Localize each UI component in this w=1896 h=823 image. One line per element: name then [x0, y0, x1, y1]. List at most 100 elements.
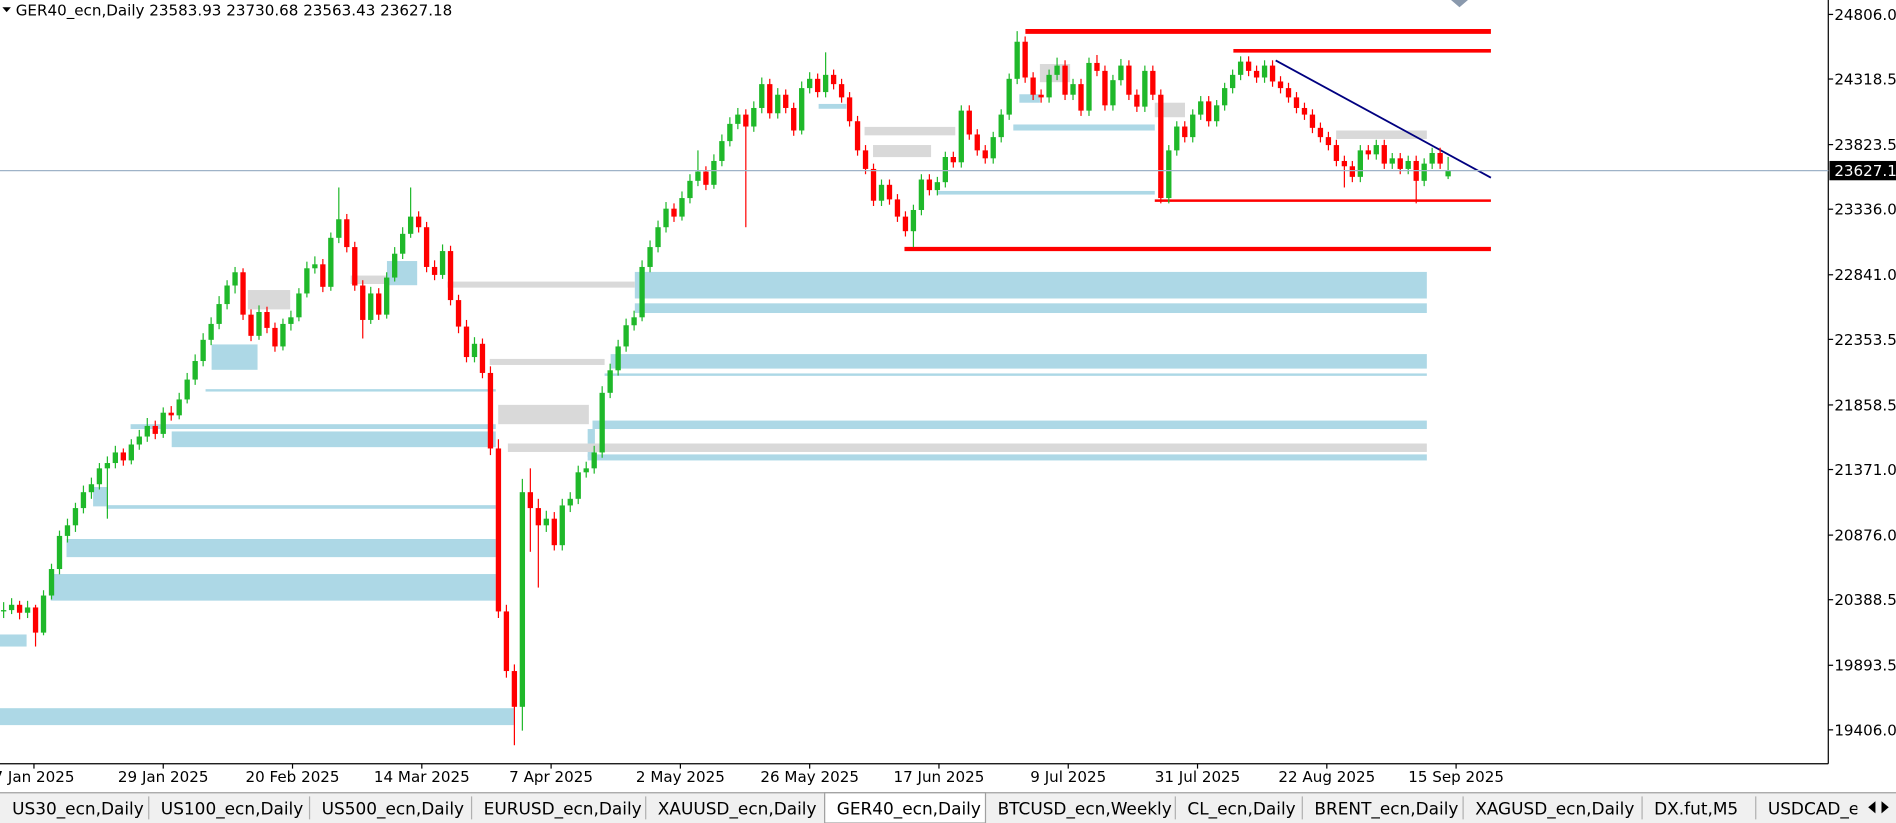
supply-zones	[247, 64, 1427, 452]
candle-body	[926, 179, 933, 191]
open: 23583.93	[149, 2, 221, 20]
x-tick-label: 17 Jun 2025	[893, 768, 984, 786]
candle-body	[487, 372, 494, 449]
chart-header: GER40_ecn,Daily 23583.93 23730.68 23563.…	[16, 2, 453, 21]
candle-body	[1102, 70, 1108, 106]
candle-body	[751, 107, 757, 127]
candle-body	[687, 180, 693, 199]
candle-body	[1038, 94, 1044, 98]
candle-body	[40, 595, 47, 633]
candle-body	[1078, 84, 1084, 111]
candle-body	[136, 436, 142, 445]
candle-body	[799, 88, 805, 131]
y-tick-label: 23823.50	[1834, 136, 1896, 154]
candle-body	[415, 216, 422, 228]
candle-body	[439, 251, 446, 275]
low: 23563.43	[303, 2, 375, 20]
tab-label[interactable]: GER40_ecn,Daily	[837, 799, 981, 820]
tab-label[interactable]: EURUSD_ecn,Daily	[484, 799, 642, 820]
candle-body	[743, 114, 749, 127]
candle-body	[735, 114, 741, 124]
candle-body	[120, 452, 126, 461]
candle-body	[1285, 88, 1292, 98]
candle-body	[1445, 170, 1451, 177]
candle-body	[974, 134, 980, 151]
candle-body	[128, 444, 134, 461]
candle-body	[1397, 158, 1403, 169]
candle-body	[392, 253, 398, 278]
y-tick-label: 20388.50	[1834, 591, 1896, 609]
candle-body	[1293, 97, 1300, 108]
candle-body	[1006, 78, 1012, 115]
candle-body	[1373, 145, 1379, 155]
candle-body	[814, 78, 821, 93]
candle-body	[80, 492, 87, 509]
high: 23730.68	[226, 2, 298, 20]
candle-body	[886, 184, 893, 200]
candle-body	[1349, 166, 1356, 177]
candle-body	[1317, 127, 1324, 138]
candle-body	[320, 264, 326, 287]
candle-body	[1421, 163, 1427, 181]
candle-body	[216, 304, 222, 324]
candle-body	[376, 293, 382, 315]
candle-body	[1054, 65, 1060, 75]
scroll-right[interactable]	[1881, 801, 1889, 814]
candle-body	[232, 272, 238, 286]
candle-body	[1118, 65, 1124, 81]
tab-label[interactable]: BTCUSD_ecn,Weekly	[998, 799, 1172, 820]
candle-body	[791, 107, 797, 131]
levels	[904, 29, 1491, 252]
candle-body	[846, 97, 853, 122]
y-tick-label: 20876.00	[1834, 527, 1896, 545]
candle-body	[495, 448, 502, 612]
candle-body	[1214, 105, 1220, 122]
tab-label[interactable]: XAUUSD_ecn,Daily	[658, 799, 817, 820]
candle-body	[1046, 74, 1052, 98]
tab-active[interactable]	[824, 792, 987, 823]
candle-body	[1261, 65, 1268, 78]
tab-scroll	[1857, 793, 1896, 823]
candle-body	[998, 114, 1004, 138]
candle-body	[1357, 150, 1363, 177]
tab-label[interactable]: US100_ecn,Daily	[161, 799, 303, 820]
menu-icon[interactable]	[2, 7, 11, 13]
candle-body	[1158, 94, 1164, 199]
x-tick-label: 20 Feb 2025	[245, 768, 339, 786]
candle-body	[1190, 114, 1196, 138]
candle-body	[104, 463, 111, 469]
y-tick-label: 21371.00	[1834, 461, 1896, 479]
candle-body	[950, 156, 956, 163]
y-tick-label: 21858.50	[1834, 396, 1896, 414]
candle-body	[56, 535, 63, 570]
candle-body	[160, 412, 166, 434]
candle-body	[176, 399, 182, 416]
tab-label[interactable]: DX.fut,M5	[1654, 799, 1738, 819]
scroll-left[interactable]	[1868, 801, 1876, 814]
candle-body	[990, 137, 996, 159]
tab-label[interactable]: US500_ecn,Daily	[322, 799, 464, 820]
tab-label[interactable]: CL_ecn,Daily	[1187, 799, 1295, 820]
tab-label[interactable]: XAGUSD_ecn,Daily	[1475, 799, 1634, 820]
candle-body	[407, 216, 414, 234]
candle-body	[64, 525, 71, 536]
candle-body	[72, 508, 79, 526]
y-tick-label: 24318.50	[1834, 70, 1896, 88]
candle-body	[1070, 84, 1076, 95]
candle-body	[1110, 80, 1116, 106]
tab-label[interactable]: BRENT_ecn,Daily	[1314, 799, 1458, 820]
candle-body	[368, 293, 374, 320]
candle-body	[1277, 81, 1284, 89]
candle-body	[1062, 65, 1068, 95]
candle-body	[1126, 65, 1132, 95]
candle-body	[1094, 62, 1100, 71]
candle-body	[1381, 145, 1387, 164]
tab-label[interactable]: US30_ecn,Daily	[12, 799, 144, 820]
candle-body	[1222, 88, 1228, 106]
candle-body	[1325, 137, 1332, 146]
y-tick-label: 24806.00	[1834, 6, 1896, 24]
candle-body	[280, 323, 286, 347]
candle-body	[1142, 70, 1148, 107]
candle-body	[336, 219, 342, 238]
